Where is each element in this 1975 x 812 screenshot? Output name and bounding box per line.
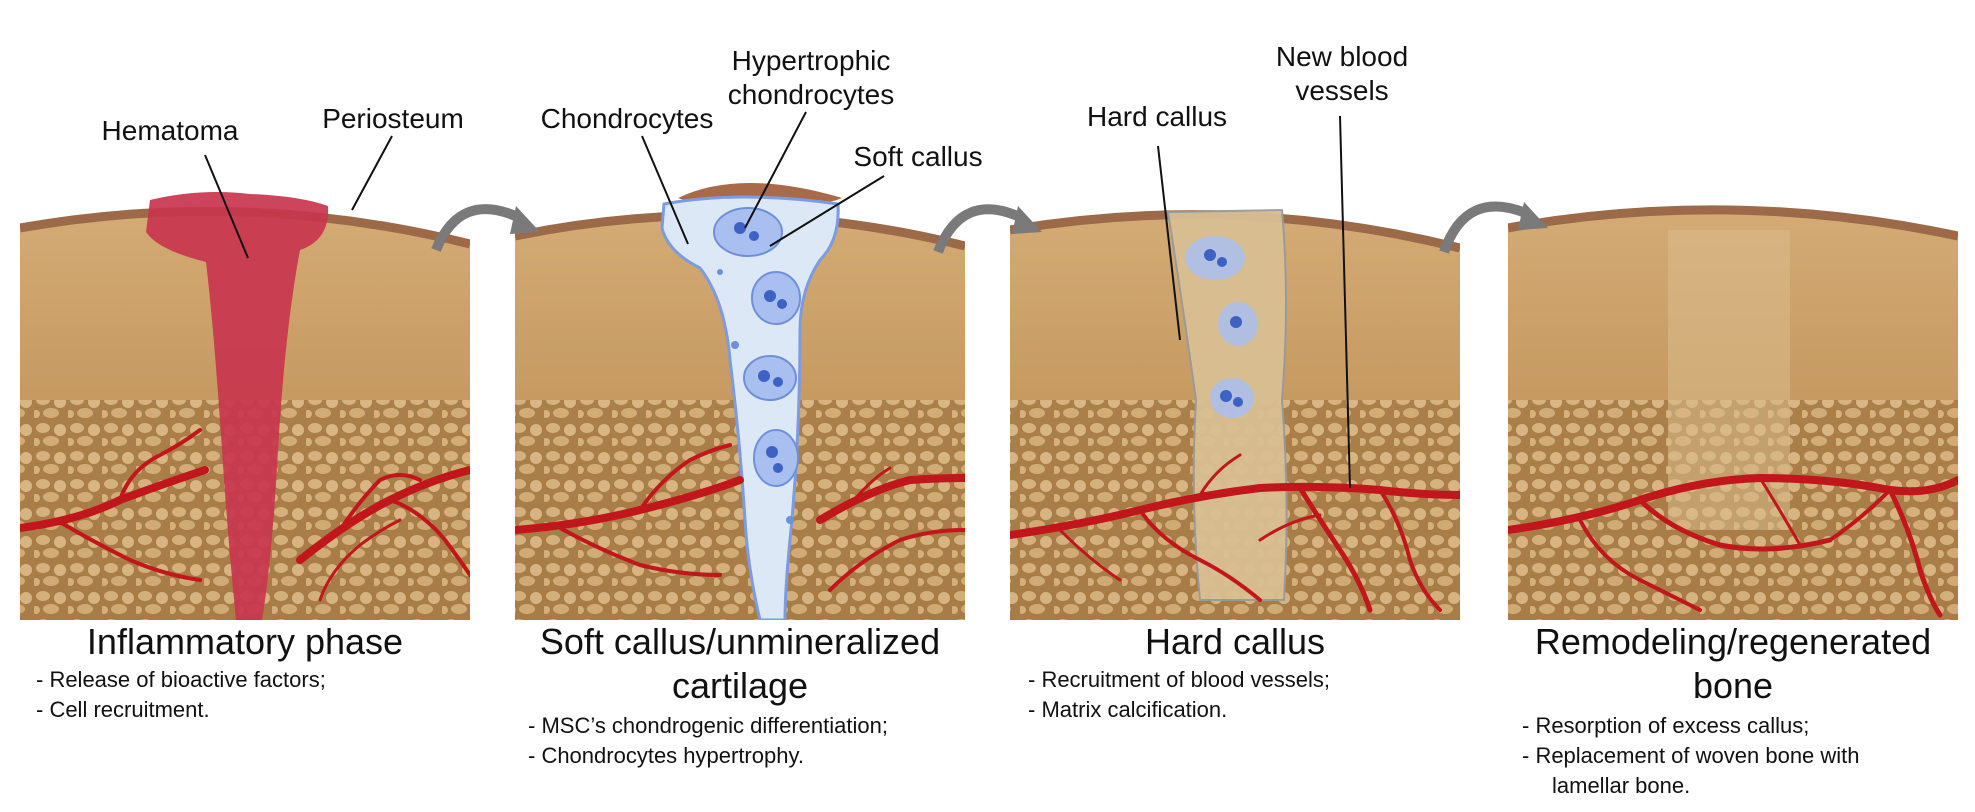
- phase-description-soft-callus: - MSC’s chondrogenic differentiation; - …: [528, 711, 888, 771]
- phase-description-remodeling: - Resorption of excess callus; - Replace…: [1522, 711, 1942, 801]
- chondrocytes-label: Chondrocytes: [530, 102, 724, 136]
- description-item: - MSC’s chondrogenic differentiation;: [528, 713, 888, 738]
- soft-callus-label-text: Soft callus: [853, 141, 983, 172]
- phase-title-line1: Remodeling/regenerated: [1534, 621, 1932, 662]
- periosteum-label-text: Periosteum: [322, 103, 464, 134]
- phase-title-soft-callus: Soft callus/unmineralized cartilage: [508, 620, 972, 708]
- hard-callus-label-text: Hard callus: [1086, 101, 1228, 132]
- soft-callus-label: Soft callus: [836, 140, 1000, 174]
- chondrocytes-label-text: Chondrocytes: [540, 103, 714, 134]
- new-vessels-line2: vessels: [1295, 75, 1389, 106]
- phase-title-line2: bone: [1692, 665, 1774, 706]
- hypertrophic-line2: chondrocytes: [727, 79, 895, 110]
- hematoma-label: Hematoma: [90, 114, 250, 148]
- hematoma-label-text: Hematoma: [101, 115, 239, 146]
- phase-title-line1: Inflammatory phase: [86, 621, 404, 662]
- phase-title-line1: Soft callus/unmineralized: [539, 621, 941, 662]
- blood-vessels-1: [20, 428, 470, 602]
- blood-vessels-4: [1508, 473, 1958, 618]
- description-item: - Cell recruitment.: [36, 697, 210, 722]
- new-blood-vessels-label: New blood vessels: [1262, 40, 1422, 108]
- blood-vessels-3: [1010, 453, 1460, 613]
- transition-arrow-3: [1439, 201, 1530, 254]
- transition-arrow-1: [431, 204, 523, 252]
- panel-inflammatory: [20, 192, 470, 620]
- phase-description-hard-callus: - Recruitment of blood vessels; - Matrix…: [1028, 665, 1330, 725]
- phase-title-line2: cartilage: [671, 665, 809, 706]
- phase-title-inflammatory: Inflammatory phase: [20, 620, 470, 664]
- panel-remodeling: [1508, 205, 1958, 620]
- phase-title-line1: Hard callus: [1144, 621, 1326, 662]
- description-item: - Release of bioactive factors;: [36, 667, 326, 692]
- description-item: - Chondrocytes hypertrophy.: [528, 743, 804, 768]
- hard-callus-label: Hard callus: [1076, 100, 1238, 134]
- description-item: - Recruitment of blood vessels;: [1028, 667, 1331, 692]
- transition-arrow-2: [933, 204, 1025, 254]
- calcified-cells: [1185, 236, 1258, 418]
- phase-title-remodeling: Remodeling/regenerated bone: [1508, 620, 1958, 708]
- hypertrophic-line1: Hypertrophic: [731, 45, 891, 76]
- chondrocyte-cells: [713, 207, 801, 524]
- phase-description-inflammatory: - Release of bioactive factors; - Cell r…: [36, 665, 326, 725]
- hypertrophic-chondrocytes-label: Hypertrophic chondrocytes: [716, 44, 906, 112]
- panel-soft-callus: [515, 183, 965, 620]
- new-vessels-line1: New blood: [1275, 41, 1409, 72]
- phase-title-hard-callus: Hard callus: [1010, 620, 1460, 664]
- description-item: - Matrix calcification.: [1028, 697, 1228, 722]
- periosteum-label: Periosteum: [312, 102, 474, 136]
- panel-hard-callus: [1010, 208, 1460, 620]
- leader-lines: [204, 111, 1351, 489]
- description-item: - Replacement of woven bone with lamella…: [1522, 743, 1860, 798]
- blood-vessels-2: [515, 443, 965, 592]
- hematoma-shape: [146, 192, 329, 620]
- description-item: - Resorption of excess callus;: [1522, 713, 1810, 738]
